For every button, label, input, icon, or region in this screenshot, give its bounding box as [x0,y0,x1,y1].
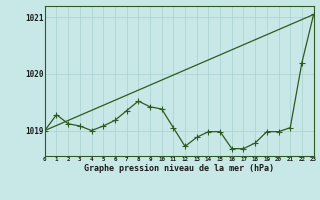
X-axis label: Graphe pression niveau de la mer (hPa): Graphe pression niveau de la mer (hPa) [84,164,274,173]
